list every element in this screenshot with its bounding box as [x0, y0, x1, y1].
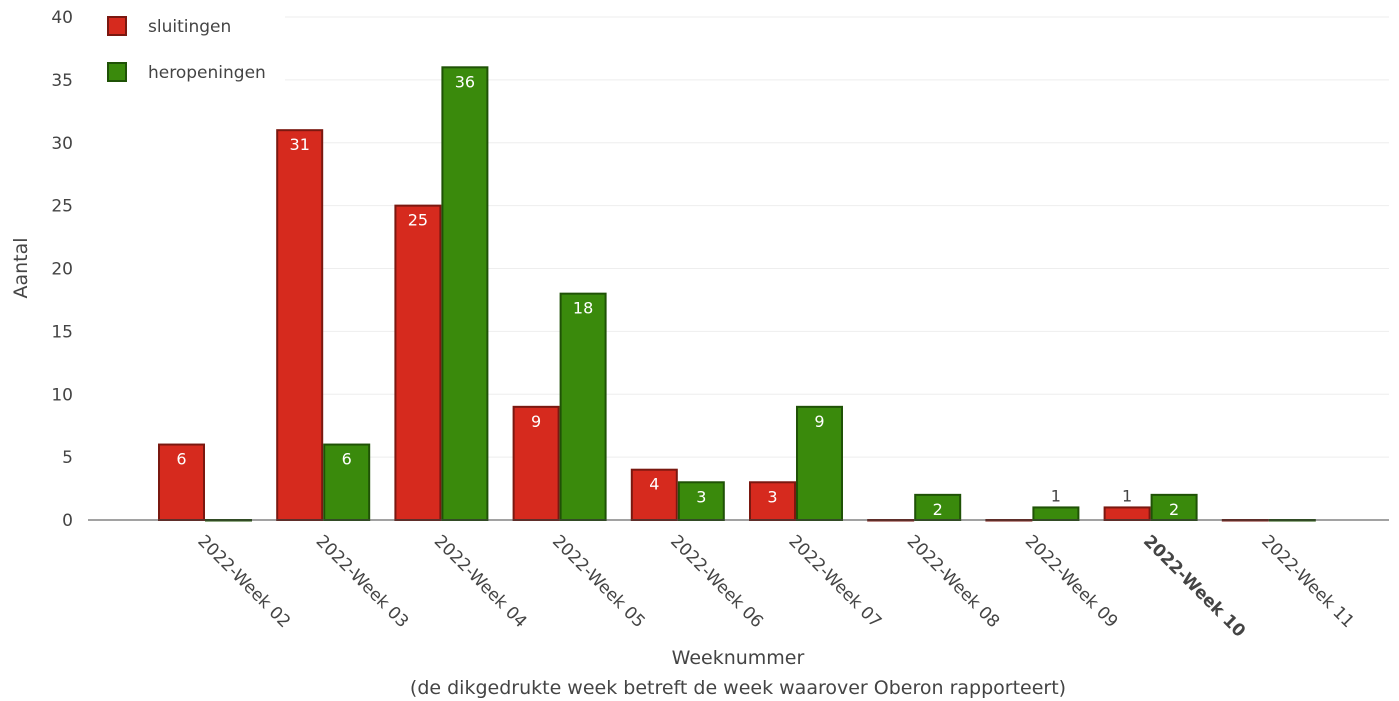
bar-value-label: 6: [342, 450, 352, 469]
bar-value-label: 6: [176, 450, 186, 469]
y-tick-label: 0: [62, 511, 73, 531]
y-tick-label: 10: [51, 385, 73, 405]
bar-value-label: 2: [1169, 500, 1179, 519]
bar-value-label: 1: [1122, 486, 1132, 505]
legend: sluitingen heropeningen: [107, 16, 266, 83]
bars: [158, 66, 1316, 522]
y-axis-ticks: 0 5 10 15 20 25 30 35 40: [51, 8, 73, 531]
bar-heropeningen: [559, 292, 607, 521]
bar-sluitingen: [630, 468, 678, 522]
x-tick-label: 2022-Week 04: [430, 531, 531, 632]
bar-sluitingen: [1103, 506, 1151, 521]
bar-value-label: 3: [767, 487, 777, 506]
legend-swatch-heropeningen: [107, 62, 127, 82]
bar-value-label: 1: [1051, 486, 1061, 505]
x-tick-label: 2022-Week 10: [1139, 531, 1249, 641]
y-tick-label: 5: [62, 448, 73, 468]
x-tick-label: 2022-Week 09: [1021, 531, 1122, 632]
x-tick-label: 2022-Week 11: [1257, 531, 1358, 632]
bar-sluitingen: [749, 481, 796, 521]
bar-heropeningen: [677, 481, 725, 521]
x-tick-label: 2022-Week 07: [784, 531, 885, 632]
bar-value-label: 3: [696, 487, 706, 506]
bar-sluitingen: [158, 443, 205, 521]
bar-value-label: 36: [455, 72, 475, 91]
y-tick-label: 25: [51, 197, 73, 217]
x-axis-ticks: 2022-Week 02 2022-Week 03 2022-Week 04 2022…: [193, 531, 1357, 641]
bar-value-label: 2: [933, 500, 943, 519]
bar-sluitingen: [394, 204, 442, 521]
bar-value-label: 9: [531, 412, 541, 431]
bar-value-label: 9: [814, 412, 824, 431]
x-tick-label: 2022-Week 06: [666, 531, 767, 632]
bar-heropeningen: [1032, 506, 1080, 521]
y-tick-label: 30: [51, 134, 73, 154]
legend-swatch-sluitingen: [107, 16, 127, 36]
x-tick-label: 2022-Week 05: [548, 531, 649, 632]
y-tick-label: 20: [51, 260, 73, 280]
y-axis-title: Aantal: [10, 237, 32, 298]
bar-heropeningen: [323, 443, 371, 521]
x-axis-title: Weeknummer: [672, 647, 805, 669]
bar-heropeningen: [914, 493, 962, 522]
bar-value-label: 31: [290, 135, 310, 154]
legend-label-sluitingen: sluitingen: [148, 17, 231, 37]
y-tick-label: 40: [51, 8, 73, 28]
legend-label-heropeningen: heropeningen: [148, 63, 266, 83]
y-tick-label: 15: [51, 322, 73, 342]
x-tick-label: 2022-Week 02: [193, 531, 294, 632]
x-axis-subtitle: (de dikgedrukte week betreft de week waa…: [410, 677, 1066, 699]
bar-value-label: 4: [649, 475, 659, 494]
x-tick-label: 2022-Week 08: [903, 531, 1004, 632]
bar-value-label: 18: [573, 299, 593, 318]
bar-sluitingen: [276, 129, 324, 522]
x-tick-label: 2022-Week 03: [312, 531, 413, 632]
y-tick-label: 35: [51, 71, 73, 91]
bar-value-label: 25: [408, 211, 428, 230]
bar-heropeningen: [441, 66, 489, 522]
